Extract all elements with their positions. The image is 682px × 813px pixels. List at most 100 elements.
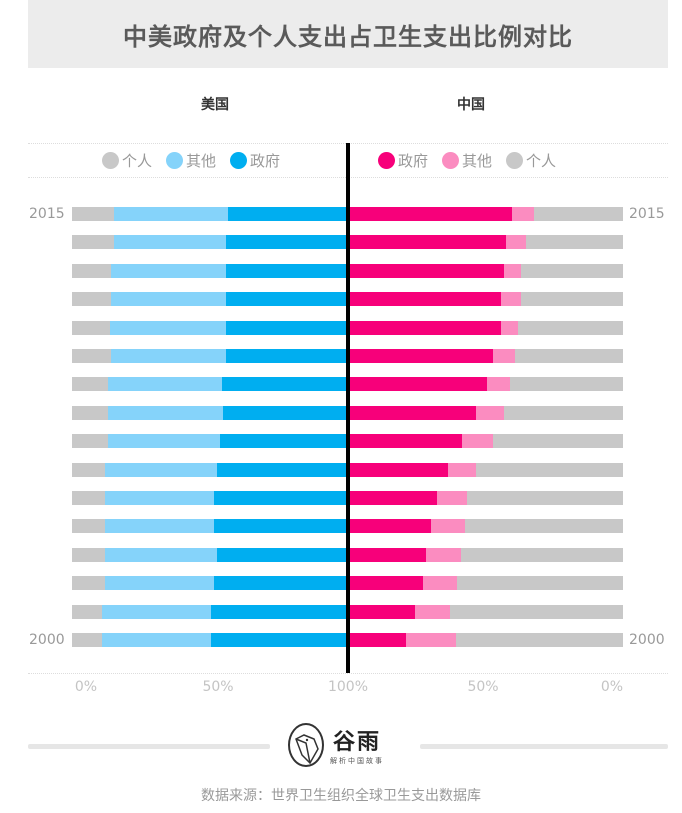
us-segment-个人 (72, 292, 111, 306)
us-bar-2008 (72, 406, 346, 420)
legend-dot-icon (506, 152, 524, 169)
cn-bar-2006 (350, 463, 623, 477)
cn-segment-个人 (515, 349, 623, 363)
us-segment-个人 (72, 434, 108, 448)
us-bar-2013 (72, 264, 346, 278)
us-segment-政府 (210, 633, 346, 647)
us-bar-2011 (72, 321, 346, 335)
legend-label: 政府 (398, 152, 429, 170)
us-segment-其他 (113, 207, 228, 221)
cn-segment-其他 (500, 292, 521, 306)
us-segment-政府 (213, 519, 346, 533)
cn-segment-政府 (350, 321, 501, 335)
cn-segment-个人 (457, 576, 623, 590)
us-bar-2012 (72, 292, 346, 306)
cn-segment-政府 (350, 576, 423, 590)
cn-segment-政府 (350, 406, 477, 420)
chart-title: 中美政府及个人支出占卫生支出比例对比 (123, 22, 573, 51)
us-segment-政府 (213, 576, 346, 590)
cn-segment-个人 (476, 463, 623, 477)
legend-label: 其他 (186, 152, 217, 170)
legend-label: 政府 (250, 152, 281, 170)
us-segment-个人 (72, 491, 105, 505)
cn-bar-2013 (350, 264, 623, 278)
cn-segment-政府 (350, 548, 426, 562)
cn-segment-其他 (505, 235, 526, 249)
cn-bar-2011 (350, 321, 623, 335)
legend-dot-icon (442, 152, 460, 169)
us-segment-个人 (72, 377, 108, 391)
cn-panel-label: 中国 (457, 97, 485, 113)
cn-bar-2012 (350, 292, 623, 306)
axis-divider (28, 673, 668, 674)
us-bar-2000 (72, 633, 346, 647)
us-bar-2015 (72, 207, 346, 221)
legend-item-cn-other: 其他 (442, 150, 492, 171)
us-segment-政府 (225, 349, 346, 363)
cn-bar-2009 (350, 377, 623, 391)
legend-dot-icon (230, 152, 248, 169)
cn-segment-其他 (487, 377, 510, 391)
us-segment-其他 (101, 633, 211, 647)
year-label-top-left: 2015 (29, 206, 65, 222)
us-bar-2014 (72, 235, 346, 249)
legend-dot-icon (166, 152, 184, 169)
us-segment-政府 (219, 434, 346, 448)
cn-segment-个人 (493, 434, 623, 448)
us-segment-政府 (216, 463, 346, 477)
legend-item-cn-personal: 个人 (506, 150, 556, 171)
axis-tick-cn-50: 50% (467, 679, 499, 695)
year-label-bottom-left: 2000 (29, 632, 65, 648)
cn-segment-其他 (500, 321, 518, 335)
cn-bar-2014 (350, 235, 623, 249)
year-label-bottom-right: 2000 (629, 632, 665, 648)
cn-segment-其他 (425, 548, 461, 562)
cn-segment-政府 (350, 377, 488, 391)
cn-segment-其他 (437, 491, 468, 505)
cn-bar-2010 (350, 349, 623, 363)
cn-segment-政府 (350, 434, 462, 448)
us-segment-个人 (72, 264, 111, 278)
cn-segment-个人 (467, 491, 623, 505)
cn-bar-2008 (350, 406, 623, 420)
us-bar-2006 (72, 463, 346, 477)
cn-bar-2005 (350, 491, 623, 505)
us-bar-2003 (72, 548, 346, 562)
cn-segment-政府 (350, 264, 504, 278)
footer-divider-left (28, 744, 270, 749)
axis-tick-cn-0: 0% (600, 679, 624, 695)
cn-segment-个人 (525, 235, 623, 249)
cn-bar-2003 (350, 548, 623, 562)
us-segment-政府 (221, 377, 346, 391)
axis-tick-us-0: 0% (74, 679, 98, 695)
cn-segment-政府 (350, 605, 415, 619)
us-segment-个人 (72, 605, 102, 619)
cn-segment-个人 (504, 406, 623, 420)
cn-segment-个人 (509, 377, 623, 391)
bird-logo-icon (288, 723, 324, 767)
us-segment-政府 (213, 491, 346, 505)
legend-dot-icon (102, 152, 119, 169)
us-segment-政府 (225, 321, 346, 335)
cn-segment-政府 (350, 633, 406, 647)
us-segment-个人 (72, 463, 105, 477)
footer-divider-right (420, 744, 668, 749)
cn-segment-个人 (465, 519, 623, 533)
cn-segment-其他 (493, 349, 516, 363)
cn-bar-2004 (350, 519, 623, 533)
us-segment-个人 (72, 406, 108, 420)
us-bar-2001 (72, 605, 346, 619)
us-bar-2005 (72, 491, 346, 505)
us-segment-政府 (225, 292, 346, 306)
legend-item-us-other: 其他 (166, 150, 216, 171)
legend-label: 个人 (526, 152, 557, 170)
us-segment-其他 (104, 548, 217, 562)
us-segment-其他 (110, 321, 226, 335)
us-segment-政府 (227, 207, 346, 221)
title-banner: 中美政府及个人支出占卫生支出比例对比 (28, 0, 668, 68)
us-segment-个人 (72, 207, 114, 221)
us-segment-其他 (107, 434, 220, 448)
us-panel-label: 美国 (201, 97, 229, 113)
us-bar-2010 (72, 349, 346, 363)
us-segment-政府 (225, 264, 346, 278)
